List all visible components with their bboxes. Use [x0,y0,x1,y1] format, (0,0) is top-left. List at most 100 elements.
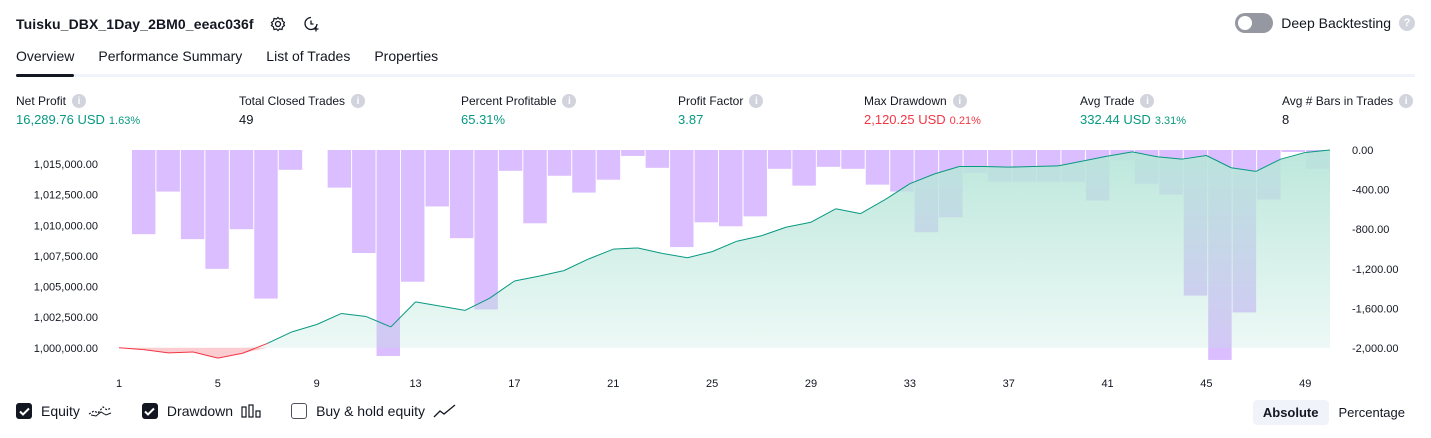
stat-value: 65.31% [461,112,506,127]
stats-row: Net Profit i 16,289.76 USD 1.63% Total Clo… [0,94,1431,134]
equity-line-segment [588,248,614,260]
right-axis-tick: 0.00 [1352,145,1373,157]
legend-drawdown[interactable]: Drawdown [141,403,261,419]
equity-line-segment [415,301,441,307]
left-axis-tick: 1,000,000.00 [34,343,98,355]
equity-line-segment [316,313,342,325]
drawdown-bar [792,150,816,186]
stat-label: Percent Profitable [461,94,557,108]
tab-bar: Overview Performance Summary List of Tra… [16,42,1415,77]
equity-line-segment [1181,155,1207,160]
equity-line-segment [711,240,738,253]
drawdown-bar [352,150,376,254]
x-axis-tick: 17 [508,378,520,390]
info-icon[interactable]: i [749,94,764,108]
x-axis-tick: 37 [1003,378,1015,390]
right-axis: 0.00 -400.00 -800.00 -1,200.00 -1,600.00 -2,0… [1352,145,1398,355]
stat-value: 16,289.76 USD [16,112,105,127]
stat-value: 49 [239,112,254,127]
equity-line-segment [909,173,935,185]
stat-total-closed-trades: Total Closed Trades i 49 [239,94,366,127]
equity-line-segment [168,351,194,354]
equity-line-segment [514,275,540,282]
strategy-title: Tuisku_DBX_1Day_2BM0_eeac036f [16,16,254,32]
tab-performance-summary[interactable]: Performance Summary [98,48,243,64]
equity-line-segment [786,221,812,228]
info-icon[interactable]: i [562,94,577,108]
drawdown-bar [327,150,352,188]
equity-line-segment [613,247,639,250]
x-axis-tick: 45 [1200,378,1212,390]
equity-line-segment [1305,149,1331,153]
info-icon[interactable]: i [952,94,967,108]
drawdown-bar [474,150,498,310]
stat-value: 3.87 [678,112,704,127]
checkbox-checked[interactable] [141,403,158,419]
legend-equity[interactable]: Equity [16,403,112,419]
tab-properties[interactable]: Properties [374,48,439,64]
stat-label: Total Closed Trades [239,94,346,108]
right-axis-tick: -1,600.00 [1352,303,1398,315]
equity-line-segment [489,280,515,299]
drawdown-bar [645,150,670,168]
left-axis-tick: 1,007,500.00 [34,251,98,263]
mode-absolute-button[interactable]: Absolute [1252,400,1329,425]
drawdown-bars-icon [241,404,261,418]
stat-value: 8 [1282,112,1290,127]
help-icon[interactable]: ? [1399,15,1415,31]
legend-label: Drawdown [166,403,234,419]
drawdown-bar [670,150,694,248]
x-axis-tick: 1 [116,378,122,390]
checkbox-unchecked[interactable] [291,403,308,419]
stat-percent: 0.21% [949,115,981,127]
tab-overview[interactable]: Overview [16,42,75,77]
drawdown-bar [254,150,278,299]
add-alert-icon[interactable] [302,14,322,34]
left-axis-tick: 1,012,500.00 [34,190,98,202]
drawdown-bar [596,150,621,180]
equity-line-segment [934,166,960,175]
x-axis-tick: 41 [1101,378,1113,390]
equity-line-segment [341,312,367,318]
x-axis-tick: 29 [805,378,817,390]
right-axis-tick: -800.00 [1352,224,1389,236]
equity-line-segment [539,270,564,277]
x-axis-tick: 5 [215,378,221,390]
drawdown-bar [278,150,303,170]
info-icon[interactable]: i [1399,94,1414,108]
stat-net-profit: Net Profit i 16,289.76 USD 1.63% [16,94,140,127]
drawdown-bar [865,150,890,185]
stat-label: Avg Trade [1080,94,1135,108]
info-icon[interactable]: i [351,94,366,108]
mode-percentage-button[interactable]: Percentage [1338,405,1406,420]
equity-line-segment [835,208,861,215]
equity-line-segment [365,316,392,328]
equity-line-segment [662,252,688,259]
stat-percent-profitable: Percent Profitable i 65.31% [461,94,577,127]
stat-label: Net Profit [16,94,67,108]
drawdown-bar [376,150,401,357]
info-icon[interactable]: i [1140,94,1155,108]
equity-line-segment [563,258,589,272]
tab-list-of-trades[interactable]: List of Trades [266,48,351,64]
info-icon[interactable]: i [72,94,87,108]
drawdown-bar [694,150,718,223]
legend-buy-hold-equity[interactable]: Buy & hold equity [291,403,457,419]
gear-icon[interactable] [268,14,288,34]
equity-line-segment [1231,167,1256,172]
stat-percent: 3.31% [1154,115,1187,127]
stat-avg-bars-in-trades: Avg # Bars in Trades i 8 [1282,94,1414,127]
left-axis-tick: 1,002,500.00 [34,312,98,324]
deep-backtesting-toggle[interactable] [1235,13,1274,33]
drawdown-bar [719,150,743,227]
drawdown-bar [425,150,449,207]
right-axis-tick: -1,200.00 [1352,264,1398,276]
deep-backtesting-label: Deep Backtesting [1281,15,1391,31]
stat-value: 2,120.25 USD [864,112,946,127]
drawdown-bar [449,150,474,239]
drawdown-bar [547,150,572,176]
chart-legend: Equity Drawdown Buy & hold equity [16,403,487,419]
x-axis-tick: 21 [607,378,619,390]
checkbox-checked[interactable] [16,403,32,419]
equity-line-segment [736,235,762,242]
